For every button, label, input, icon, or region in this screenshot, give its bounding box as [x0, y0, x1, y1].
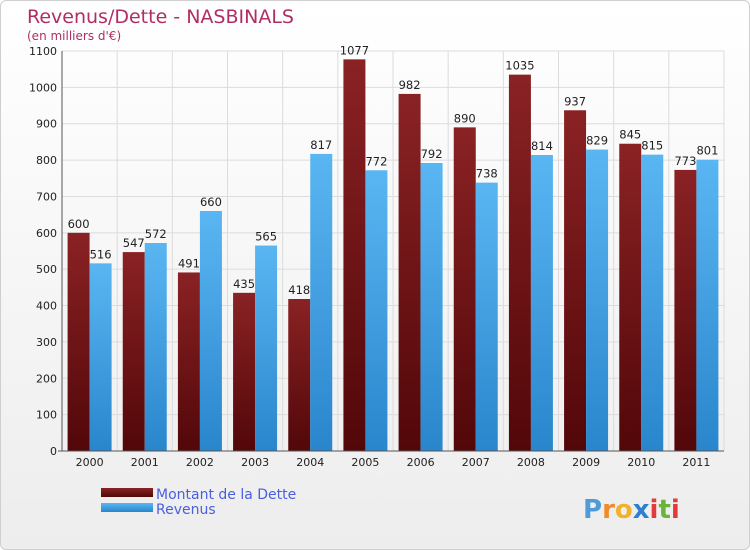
revenue-value-label-2011: 801 — [696, 144, 718, 158]
y-tick-label: 500 — [36, 263, 57, 276]
y-tick-label: 1000 — [29, 81, 57, 94]
x-tick-label-2006: 2006 — [407, 456, 435, 469]
x-tick-label-2000: 2000 — [76, 456, 104, 469]
legend-label-revenue: Revenus — [156, 502, 216, 518]
debt-value-label-2001: 547 — [123, 236, 145, 250]
debt-value-label-2005: 1077 — [340, 43, 369, 57]
y-tick-label: 100 — [36, 409, 57, 422]
legend-swatch-revenue — [101, 503, 153, 512]
legend-swatch-debt — [101, 488, 153, 497]
x-tick-label-2011: 2011 — [682, 456, 710, 469]
chart-title: Revenus/Dette - NASBINALS — [27, 6, 294, 28]
revenue-value-label-2009: 829 — [586, 134, 608, 148]
logo-letter: t — [658, 495, 670, 525]
debt-bar-2006 — [398, 93, 421, 451]
revenue-bar-2001 — [144, 243, 167, 451]
revenue-bar-2002 — [199, 211, 222, 451]
debt-value-label-2002: 491 — [178, 256, 200, 270]
debt-bar-2008 — [508, 74, 531, 452]
revenue-value-label-2005: 772 — [365, 154, 387, 168]
x-tick-label-2003: 2003 — [241, 456, 269, 469]
x-tick-label-2001: 2001 — [131, 456, 159, 469]
revenue-value-label-2007: 738 — [476, 167, 498, 181]
logo-letter: P — [583, 495, 602, 525]
debt-value-label-2011: 773 — [674, 154, 696, 168]
debt-bar-2010 — [619, 143, 642, 451]
y-tick-label: 900 — [36, 118, 57, 131]
debt-value-label-2007: 890 — [454, 111, 476, 125]
legend-label-debt: Montant de la Dette — [156, 487, 296, 503]
revenue-value-label-2000: 516 — [90, 247, 112, 261]
debt-value-label-2010: 845 — [619, 128, 641, 142]
x-tick-label-2008: 2008 — [517, 456, 545, 469]
debt-bar-2003 — [233, 292, 256, 451]
y-tick-label: 800 — [36, 154, 57, 167]
x-tick-label-2004: 2004 — [296, 456, 324, 469]
chart-subtitle: (en milliers d'€) — [27, 29, 121, 43]
y-tick-label: 200 — [36, 372, 57, 385]
debt-bar-2004 — [288, 299, 311, 451]
logo-letter: r — [602, 495, 615, 525]
debt-value-label-2008: 1035 — [505, 59, 534, 73]
x-tick-label-2009: 2009 — [572, 456, 600, 469]
y-tick-label: 700 — [36, 190, 57, 203]
debt-bar-2001 — [122, 252, 145, 451]
revenue-value-label-2001: 572 — [145, 227, 167, 241]
debt-bar-2007 — [453, 127, 476, 451]
revenue-value-label-2002: 660 — [200, 195, 222, 209]
debt-value-label-2006: 982 — [399, 78, 421, 92]
revenue-bar-2007 — [475, 182, 498, 452]
revenue-bar-2011 — [696, 159, 719, 451]
logo-letter: o — [615, 495, 633, 525]
revenue-bar-2004 — [310, 153, 333, 451]
x-tick-label-2010: 2010 — [627, 456, 655, 469]
x-tick-label-2007: 2007 — [462, 456, 490, 469]
revenue-value-label-2003: 565 — [255, 230, 277, 244]
x-tick-label-2005: 2005 — [351, 456, 379, 469]
proxiti-logo: Proxiti — [583, 495, 680, 525]
debt-value-label-2003: 435 — [233, 277, 255, 291]
x-tick-label-2002: 2002 — [186, 456, 214, 469]
revenue-bar-2008 — [530, 155, 553, 451]
logo-letter: i — [671, 495, 680, 525]
revenue-bar-2006 — [420, 163, 443, 451]
debt-bar-2009 — [564, 110, 587, 451]
debt-bar-2011 — [674, 169, 697, 451]
y-tick-label: 1100 — [29, 45, 57, 58]
revenue-bar-2005 — [365, 170, 388, 452]
debt-value-label-2000: 600 — [68, 217, 90, 231]
revenue-value-label-2004: 817 — [310, 138, 332, 152]
revenue-value-label-2006: 792 — [421, 147, 443, 161]
debt-bar-2005 — [343, 59, 366, 451]
y-tick-label: 0 — [50, 445, 57, 458]
revenue-value-label-2008: 814 — [531, 139, 553, 153]
revenue-bar-2003 — [255, 245, 278, 451]
debt-bar-2002 — [177, 272, 200, 451]
logo-letter: i — [650, 495, 659, 525]
y-tick-label: 600 — [36, 227, 57, 240]
revenue-bar-2000 — [89, 263, 112, 451]
debt-value-label-2004: 418 — [288, 283, 310, 297]
axis-layer: 0 100 200 300 400 500 600 700 800 900 1000 1100 2000… — [29, 45, 724, 469]
revenue-value-label-2010: 815 — [641, 139, 663, 153]
revenue-bar-2010 — [641, 154, 664, 452]
y-tick-label: 400 — [36, 300, 57, 313]
debt-value-label-2009: 937 — [564, 94, 586, 108]
y-tick-label: 300 — [36, 336, 57, 349]
revenue-bar-2009 — [586, 149, 609, 451]
debt-bar-2000 — [67, 232, 90, 451]
logo-letter: x — [633, 495, 650, 525]
